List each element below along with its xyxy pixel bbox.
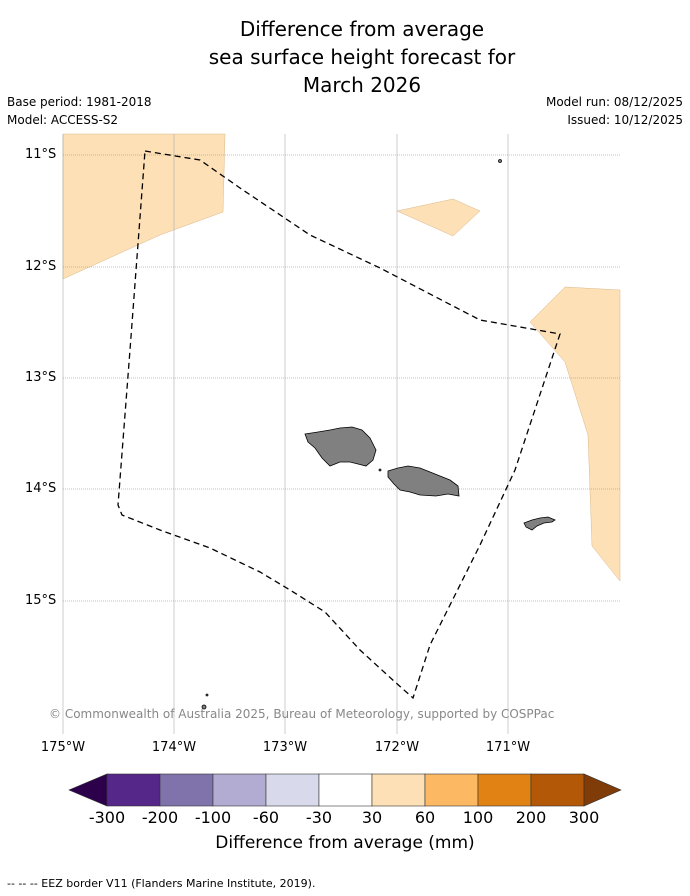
chart-title: Difference from average sea surface heig… [0, 15, 690, 99]
island-small-b [201, 704, 207, 710]
island-small-c [205, 693, 209, 697]
colorbar-tick: -300 [88, 808, 126, 827]
island-upolu [387, 465, 460, 497]
title-line-2: sea surface height forecast for [208, 45, 516, 69]
island-small-d [378, 468, 382, 472]
lat-label-12s: 12°S [25, 259, 57, 274]
colorbar-tick: 30 [361, 808, 383, 827]
colorbar-bin-9 [530, 773, 585, 807]
colorbar-bin-8 [477, 773, 532, 807]
copyright-notice: © Commonwealth of Australia 2025, Bureau… [49, 707, 555, 721]
colorbar-bin-1 [106, 773, 161, 807]
lon-label-174w: 174°W [151, 740, 197, 755]
eez-border [117, 150, 561, 700]
anomaly-shading [62, 133, 621, 582]
anomaly-region-north [396, 198, 481, 237]
lon-label-173w: 173°W [262, 740, 308, 755]
colorbar-bin-5 [318, 773, 373, 807]
title-line-3: March 2026 [302, 73, 422, 97]
colorbar-bin-3 [212, 773, 267, 807]
colorbar-tick: -100 [194, 808, 232, 827]
island-tutuila [523, 516, 556, 531]
model-run: Model run: 08/12/2025 [545, 95, 683, 109]
colorbar-label: Difference from average (mm) [215, 833, 475, 853]
colorbar-tick: 60 [414, 808, 436, 827]
issued-date: Issued: 10/12/2025 [567, 113, 683, 127]
eez-legend-footer: -- -- -- EEZ border V11 (Flanders Marine… [7, 877, 316, 890]
island-savaii [304, 426, 377, 467]
colorbar-bin-4 [265, 773, 320, 807]
island-small-a [498, 159, 502, 163]
lon-label-175w: 175°W [40, 740, 86, 755]
grid-lines [62, 134, 620, 734]
lat-label-15s: 15°S [25, 593, 57, 608]
lon-label-172w: 172°W [374, 740, 420, 755]
colorbar-tick: 300 [568, 808, 600, 827]
colorbar [68, 773, 622, 807]
lat-label-14s: 14°S [25, 481, 57, 496]
colorbar-tick: 100 [462, 808, 494, 827]
anomaly-region-east [529, 286, 621, 582]
colorbar-bin-6 [371, 773, 426, 807]
colorbar-tick: 200 [515, 808, 547, 827]
lat-label-11s: 11°S [25, 147, 57, 162]
land-islands [201, 159, 556, 710]
colorbar-high-arrow [583, 773, 622, 807]
colorbar-bin-2 [159, 773, 214, 807]
lon-label-171w: 171°W [485, 740, 531, 755]
colorbar-tick: -60 [252, 808, 280, 827]
lat-label-13s: 13°S [25, 370, 57, 385]
base-period: Base period: 1981-2018 [7, 95, 152, 109]
colorbar-bin-7 [424, 773, 479, 807]
colorbar-tick: -200 [141, 808, 179, 827]
colorbar-low-arrow [68, 773, 108, 807]
title-line-1: Difference from average [239, 17, 485, 41]
model-name: Model: ACCESS-S2 [7, 113, 119, 127]
colorbar-tick: -30 [305, 808, 333, 827]
